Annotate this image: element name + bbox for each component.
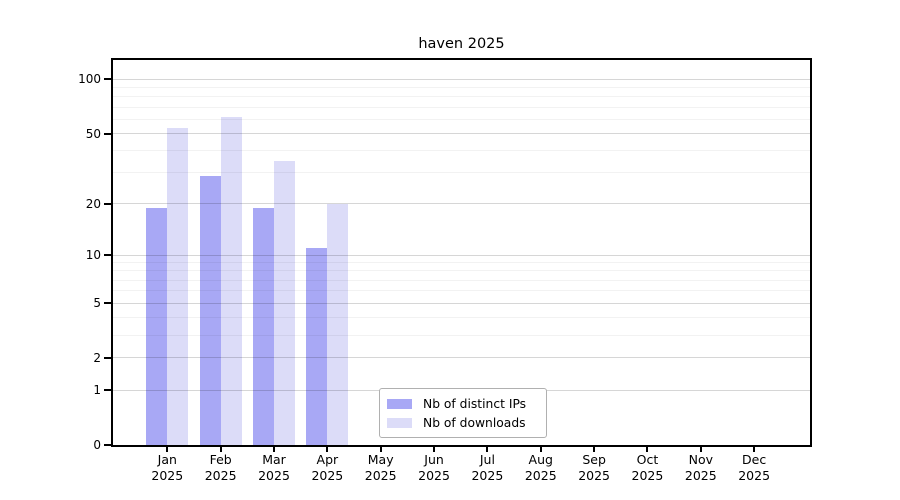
minor-gridline-9 xyxy=(113,262,810,264)
x-tick-mark-jan xyxy=(166,447,169,452)
minor-gridline-90 xyxy=(113,87,810,89)
major-gridline-50 xyxy=(113,133,810,135)
x-tick-mark-jun xyxy=(433,447,436,452)
bar-downloads-jan xyxy=(167,127,189,445)
x-tick-mark-mar xyxy=(273,447,275,452)
minor-gridline-70 xyxy=(113,106,810,108)
y-tick-mark-20 xyxy=(104,202,112,205)
plot-frame xyxy=(111,58,812,447)
major-gridline-100 xyxy=(113,78,810,80)
minor-gridline-3 xyxy=(113,334,810,336)
y-tick-label-2: 2 xyxy=(93,350,101,365)
legend: Nb of distinct IPs Nb of downloads xyxy=(379,388,547,438)
y-tick-label-50: 50 xyxy=(85,126,101,141)
x-tick-mark-sep xyxy=(593,447,596,452)
minor-gridline-60 xyxy=(113,118,810,120)
legend-entry-distinct-ips: Nb of distinct IPs xyxy=(387,394,538,413)
x-tick-mark-may xyxy=(379,447,382,452)
bar-downloads-apr xyxy=(327,203,349,445)
x-tick-mark-oct xyxy=(646,447,649,452)
minor-gridline-4 xyxy=(113,316,810,318)
x-tick-label-jul: Jul 2025 xyxy=(471,452,504,483)
x-tick-label-mar: Mar 2025 xyxy=(258,452,290,483)
chart-title: haven 2025 xyxy=(418,36,505,52)
y-tick-mark-0 xyxy=(104,444,112,446)
x-tick-label-jun: Jun 2025 xyxy=(418,452,450,483)
major-gridline-2 xyxy=(113,357,810,359)
major-gridline-10 xyxy=(113,254,810,256)
minor-gridline-7 xyxy=(113,279,810,281)
major-gridline-5 xyxy=(113,302,810,304)
legend-label-distinct-ips: Nb of distinct IPs xyxy=(423,396,527,411)
y-tick-mark-5 xyxy=(104,302,112,305)
minor-gridline-80 xyxy=(113,96,810,98)
bar-downloads-mar xyxy=(274,161,295,445)
y-tick-mark-2 xyxy=(104,356,112,359)
y-tick-mark-1 xyxy=(104,389,112,392)
y-tick-label-100: 100 xyxy=(78,72,101,87)
bar-distinct-ips-jan xyxy=(146,207,168,445)
y-tick-label-20: 20 xyxy=(85,196,101,211)
bar-distinct-ips-apr xyxy=(306,248,328,445)
legend-swatch-distinct-ips xyxy=(387,398,412,409)
x-tick-mark-aug xyxy=(539,447,542,452)
x-tick-label-may: May 2025 xyxy=(364,452,397,483)
minor-gridline-6 xyxy=(113,290,810,292)
x-tick-label-oct: Oct 2025 xyxy=(631,452,664,483)
y-tick-mark-50 xyxy=(104,132,112,135)
minor-gridline-8 xyxy=(113,270,810,272)
y-tick-label-10: 10 xyxy=(85,248,101,263)
y-tick-label-5: 5 xyxy=(93,296,101,311)
legend-entry-downloads: Nb of downloads xyxy=(387,413,538,432)
y-tick-mark-100 xyxy=(104,78,112,81)
x-tick-mark-apr xyxy=(326,447,329,452)
legend-swatch-downloads xyxy=(387,417,412,428)
x-tick-label-nov: Nov 2025 xyxy=(684,452,717,483)
x-tick-mark-feb xyxy=(219,447,222,452)
x-tick-label-dec: Dec 2025 xyxy=(738,452,771,483)
x-tick-label-aug: Aug 2025 xyxy=(524,452,557,483)
y-tick-mark-10 xyxy=(104,254,112,257)
x-tick-label-feb: Feb 2025 xyxy=(204,452,237,483)
y-tick-label-0: 0 xyxy=(93,438,101,452)
minor-gridline-30 xyxy=(113,172,810,174)
y-tick-label-1: 1 xyxy=(93,383,101,398)
x-tick-mark-dec xyxy=(753,447,756,452)
legend-label-downloads: Nb of downloads xyxy=(423,415,526,430)
minor-gridline-40 xyxy=(113,150,810,152)
x-tick-mark-jul xyxy=(486,447,489,452)
bar-distinct-ips-mar xyxy=(253,207,274,445)
x-tick-label-sep: Sep 2025 xyxy=(578,452,610,483)
major-gridline-20 xyxy=(113,203,810,205)
x-tick-label-jan: Jan 2025 xyxy=(151,452,184,483)
bar-distinct-ips-feb xyxy=(199,175,221,445)
x-tick-mark-nov xyxy=(699,447,702,452)
x-tick-label-apr: Apr 2025 xyxy=(311,452,344,483)
bar-downloads-feb xyxy=(220,116,242,445)
